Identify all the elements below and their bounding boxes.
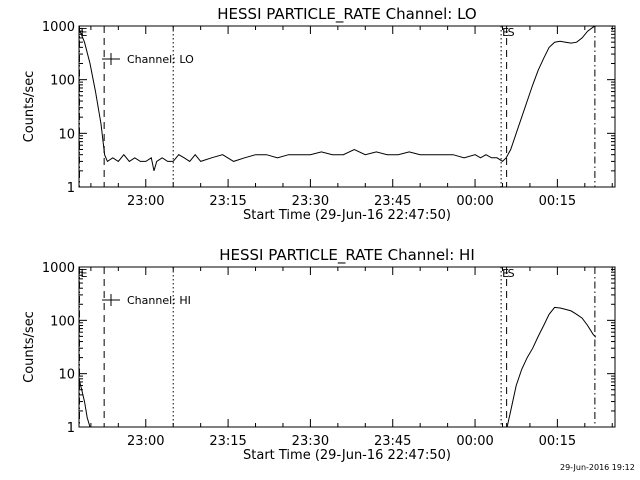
x-tick-label: 23:45 bbox=[374, 194, 411, 209]
chart-panel-1: HESSI PARTICLE_RATE Channel: LO Start Tim… bbox=[22, 5, 616, 223]
y-tick-label: 10 bbox=[58, 127, 75, 142]
plot-frame bbox=[78, 25, 616, 188]
event-marker-label: E bbox=[502, 267, 509, 280]
x-tick-label: 00:15 bbox=[539, 194, 576, 209]
timestamp-label: 29-Jun-2016 19:12 bbox=[560, 463, 635, 472]
y-tick-label: 1 bbox=[67, 421, 75, 436]
y-tick-label: 10 bbox=[58, 368, 75, 383]
y-tick-label: 1000 bbox=[42, 261, 75, 276]
x-tick-label: 23:30 bbox=[292, 434, 329, 449]
y-tick-label: 100 bbox=[50, 74, 75, 89]
series-line-1 bbox=[79, 378, 91, 427]
x-tick-label: 00:15 bbox=[539, 434, 576, 449]
event-marker-label: E bbox=[502, 26, 509, 39]
y-tick-label: 100 bbox=[50, 314, 75, 329]
x-tick-label: 00:00 bbox=[456, 194, 493, 209]
legend-label: Channel: LO bbox=[127, 53, 194, 66]
event-marker-label: S bbox=[508, 267, 515, 280]
legend-label: Channel: HI bbox=[127, 294, 191, 307]
y-axis-label: Counts/sec bbox=[22, 311, 37, 383]
plot-frame bbox=[78, 266, 616, 428]
y-axis-label: Counts/sec bbox=[22, 71, 37, 143]
series-line-1 bbox=[79, 26, 596, 171]
x-axis-label: Start Time (29-Jun-16 22:47:50) bbox=[243, 208, 451, 223]
x-tick-label: 23:00 bbox=[127, 194, 164, 209]
x-tick-label: 23:15 bbox=[209, 434, 246, 449]
event-marker-label: E bbox=[80, 26, 87, 39]
x-tick-label: 23:30 bbox=[292, 194, 329, 209]
y-tick-label: 1 bbox=[67, 181, 75, 196]
chart-title: HESSI PARTICLE_RATE Channel: HI bbox=[219, 246, 475, 265]
y-tick-label: 1000 bbox=[42, 20, 75, 35]
event-marker-label: E bbox=[80, 267, 87, 280]
series-line-2 bbox=[506, 306, 597, 427]
x-tick-label: 23:00 bbox=[127, 434, 164, 449]
x-tick-label: 23:15 bbox=[209, 194, 246, 209]
event-marker-label: S bbox=[508, 26, 515, 39]
x-axis-label: Start Time (29-Jun-16 22:47:50) bbox=[243, 448, 451, 463]
x-tick-label: 23:45 bbox=[374, 434, 411, 449]
x-tick-label: 00:00 bbox=[456, 434, 493, 449]
chart-panel-2: HESSI PARTICLE_RATE Channel: HI Start Tim… bbox=[22, 246, 616, 463]
chart-title: HESSI PARTICLE_RATE Channel: LO bbox=[217, 5, 476, 24]
